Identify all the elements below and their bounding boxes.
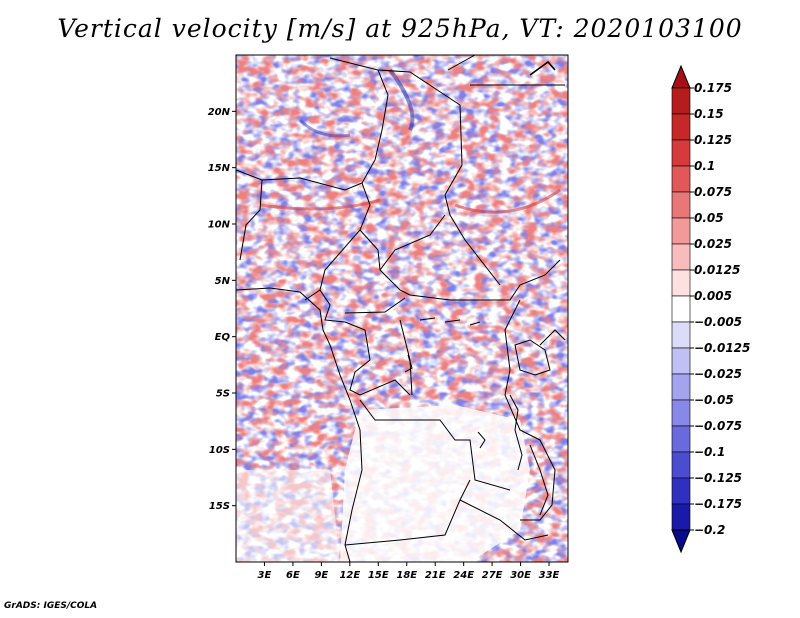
colorbar-label: 0.125 [694,133,732,147]
colorbar-swatch [671,477,691,505]
lat-tick-label: 10S [209,445,230,456]
colorbar-label: 0.0125 [694,263,740,277]
colorbar-swatch [671,139,691,167]
colorbar-swatch [671,295,691,323]
lat-tick-label: 15S [209,501,230,512]
colorbar-label: −0.1 [694,445,725,459]
lat-tick-label: 20N [208,107,231,118]
colorbar-label: −0.2 [694,523,725,537]
colorbar-label: 0.1 [694,159,715,173]
lon-tick-label: 30E [510,570,531,581]
colorbar-label: 0.175 [694,81,732,95]
colorbar-swatch [671,347,691,375]
map-frame [235,54,569,563]
grads-credit: GrADS: IGES/COLA [4,601,98,611]
colorbar-swatch [671,191,691,219]
colorbar-label: 0.075 [694,185,732,199]
colorbar-label: 0.05 [694,211,724,225]
colorbar-label: −0.005 [694,315,742,329]
map-title: Vertical velocity [m/s] at 925hPa, VT: 2… [57,14,743,43]
lon-tick-label: 27E [482,570,503,581]
colorbar-swatch [671,87,691,115]
colorbar-label: 0.025 [694,237,732,251]
colorbar-label: 0.005 [694,289,732,303]
colorbar-label: −0.0125 [694,341,750,355]
colorbar-swatch [671,399,691,427]
longitude-axis: 3E 6E 9E 12E 15E 18E 21E 24E 27E 30E 33E [258,562,560,581]
colorbar-swatch [671,451,691,479]
latitude-axis: 20N 15N 10N 5N EQ 5S 10S 15S [208,107,236,512]
colorbar-swatch [671,165,691,193]
lon-tick-label: 24E [453,570,474,581]
lon-tick-label: 6E [286,570,300,581]
lon-tick-label: 15E [368,570,389,581]
colorbar-swatch [671,503,691,531]
colorbar-swatch [671,373,691,401]
lon-tick-label: 12E [339,570,360,581]
colorbar-swatch [671,321,691,349]
colorbar-min-arrow [671,529,691,554]
colorbar-label: −0.025 [694,367,742,381]
lat-tick-label: 15N [208,163,231,174]
colorbar-label: −0.05 [694,393,734,407]
colorbar-max-arrow [671,64,691,89]
colorbar-swatch [671,425,691,453]
lon-tick-label: 9E [314,570,328,581]
lat-tick-label: 5S [216,389,230,400]
colorbar: 0.175 0.15 0.125 0.1 0.075 0.05 0.025 0.0125 0.0… [671,64,750,554]
velocity-field [236,55,568,562]
colorbar-label: −0.175 [694,497,742,511]
country-borders [236,55,566,562]
colorbar-swatch [671,269,691,297]
lat-tick-label: 5N [215,276,231,287]
colorbar-label: −0.125 [694,471,742,485]
lat-tick-label: EQ [215,332,231,343]
lon-tick-label: 18E [396,570,417,581]
lon-tick-label: 21E [425,570,446,581]
colorbar-label: 0.15 [694,107,724,121]
lon-tick-label: 3E [258,570,272,581]
colorbar-swatch [671,113,691,141]
lon-tick-label: 33E [539,570,560,581]
colorbar-label: −0.075 [694,419,742,433]
colorbar-swatch [671,243,691,271]
colorbar-swatch [671,217,691,245]
lat-tick-label: 10N [208,220,231,231]
